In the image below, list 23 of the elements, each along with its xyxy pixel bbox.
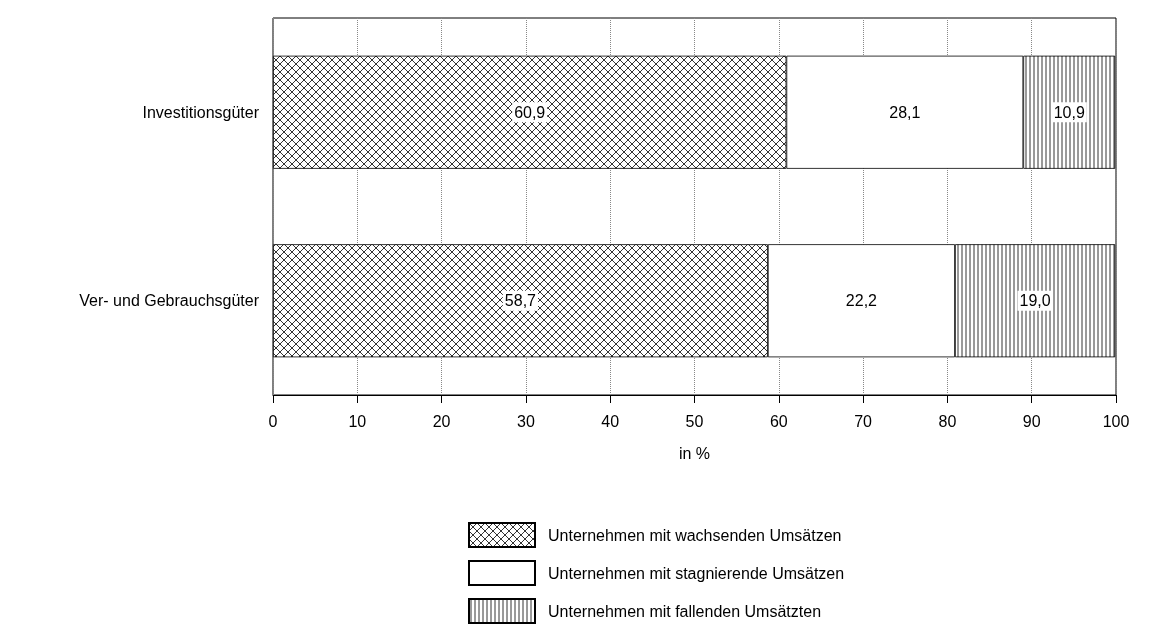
x-tick-label: 10 [348,412,367,430]
x-tick-label: 50 [685,412,704,430]
x-tick-label: 0 [268,412,278,430]
data-label: 22,2 [845,292,878,310]
y-tick-label: Ver- und Gebrauchsgüter [79,292,260,310]
x-tick-label: 100 [1102,412,1130,430]
x-tick-label: 60 [769,412,788,430]
data-label: 28,1 [889,103,921,121]
data-label: 10,9 [1053,103,1085,121]
y-tick-label: Investitionsgüter [142,103,260,121]
x-tick-label: 70 [854,412,873,430]
data-label: 19,0 [1019,292,1051,310]
legend-label: Unternehmen mit fallenden Umsätzten [548,602,822,620]
x-tick-label: 80 [938,412,957,430]
x-axis-title: in % [678,444,711,462]
data-label: 60,9 [514,103,546,121]
x-tick-label: 20 [432,412,451,430]
legend-label: Unternehmen mit wachsenden Umsätzen [548,526,842,544]
data-label: 58,7 [504,292,537,310]
x-tick-label: 90 [1022,412,1041,430]
legend-label: Unternehmen mit stagnierende Umsätzen [548,564,845,582]
x-tick-label: 30 [517,412,535,430]
x-tick-label: 40 [601,412,620,430]
